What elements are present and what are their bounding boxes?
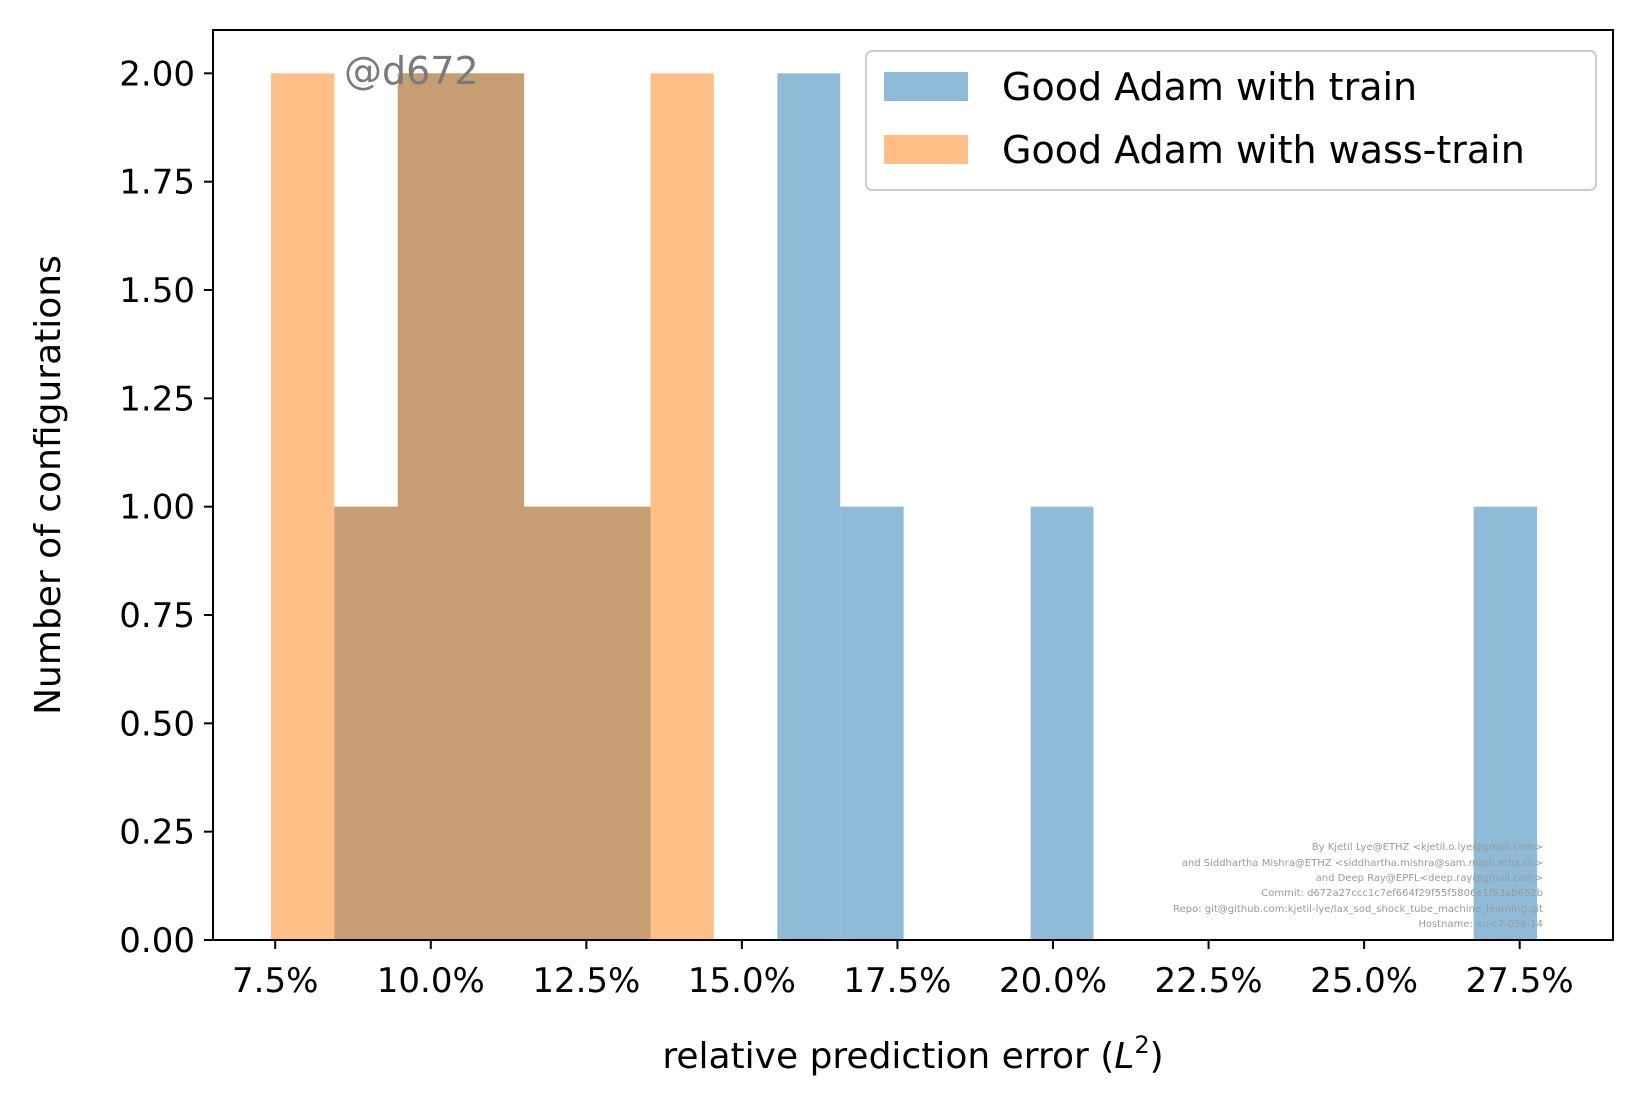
histogram-bar-train [840, 506, 904, 940]
legend-label-wass-train: Good Adam with wass-train [1002, 128, 1525, 172]
legend-box [865, 50, 1597, 191]
y-tick-label: 0.25 [119, 813, 195, 853]
y-tick-label: 2.00 [119, 54, 195, 94]
y-tick-label: 1.00 [119, 488, 195, 528]
histogram-bar-train [777, 73, 841, 941]
x-tick-label: 15.0% [688, 961, 796, 1001]
legend-swatch-train [884, 72, 968, 101]
commit-stamp: @d672 [344, 49, 479, 93]
x-tick-label: 25.0% [1310, 961, 1418, 1001]
histogram-bar-wass-train [587, 506, 651, 940]
x-tick-label: 17.5% [843, 961, 951, 1001]
histogram-bar-wass-train [460, 73, 525, 941]
credit-line: and Siddhartha Mishra@ETHZ <siddhartha.m… [1182, 858, 1543, 869]
y-tick-label: 1.75 [119, 163, 195, 203]
y-tick-label: 0.75 [119, 596, 195, 636]
legend-label-train: Good Adam with train [1002, 65, 1417, 109]
credit-line: Hostname: eu-c7-056-14 [1418, 919, 1543, 930]
y-tick-label: 0.50 [119, 704, 195, 744]
credit-line: By Kjetil Lye@ETHZ <kjetil.o.lye@gmail.c… [1312, 842, 1543, 853]
x-tick-label: 27.5% [1466, 961, 1574, 1001]
histogram-bar-wass-train [334, 506, 398, 940]
legend-swatch-wass-train [884, 135, 968, 164]
x-tick-label: 20.0% [999, 961, 1107, 1001]
x-tick-label: 10.0% [377, 961, 485, 1001]
plot-frame [212, 29, 1614, 941]
histogram-bar-train [1473, 506, 1538, 940]
x-tick-label: 22.5% [1155, 961, 1263, 1001]
y-axis-ticks: 0.00 0.25 0.50 0.75 1.00 1.25 1.50 1.75 2.00 [119, 54, 213, 961]
credit-line: and Deep Ray@EPFL<deep.ray@gmail.com> [1316, 873, 1543, 884]
histogram-bar-wass-train [270, 73, 335, 941]
y-tick-label: 0.00 [119, 921, 195, 961]
histogram-bar-wass-train [650, 73, 714, 941]
histogram-bar-wass-train [524, 506, 588, 940]
y-axis-label: Number of configurations [28, 255, 69, 715]
y-tick-label: 1.25 [119, 379, 195, 419]
x-axis-label: relative prediction error (L2) [662, 1031, 1163, 1077]
y-tick-label: 1.50 [119, 271, 195, 311]
credit-line: Commit: d672a27ccc1c7ef664f29f55f5806e1f… [1261, 888, 1543, 899]
credit-line: Repo: git@github.com:kjetil-lye/lax_sod_… [1173, 904, 1543, 915]
histogram-bar-wass-train [397, 73, 461, 941]
x-tick-label: 12.5% [532, 961, 640, 1001]
legend: Good Adam with train Good Adam with wass… [865, 50, 1597, 191]
x-axis-ticks: 7.5% 10.0% 12.5% 15.0% 17.5% 20.0% 22.5% 25.0% 2… [232, 940, 1574, 1001]
credits-block: By Kjetil Lye@ETHZ <kjetil.o.lye@gmail.c… [1173, 842, 1543, 930]
x-tick-label: 7.5% [232, 961, 318, 1001]
histogram-bar-train [1030, 506, 1094, 940]
bars-layer [270, 73, 1538, 941]
